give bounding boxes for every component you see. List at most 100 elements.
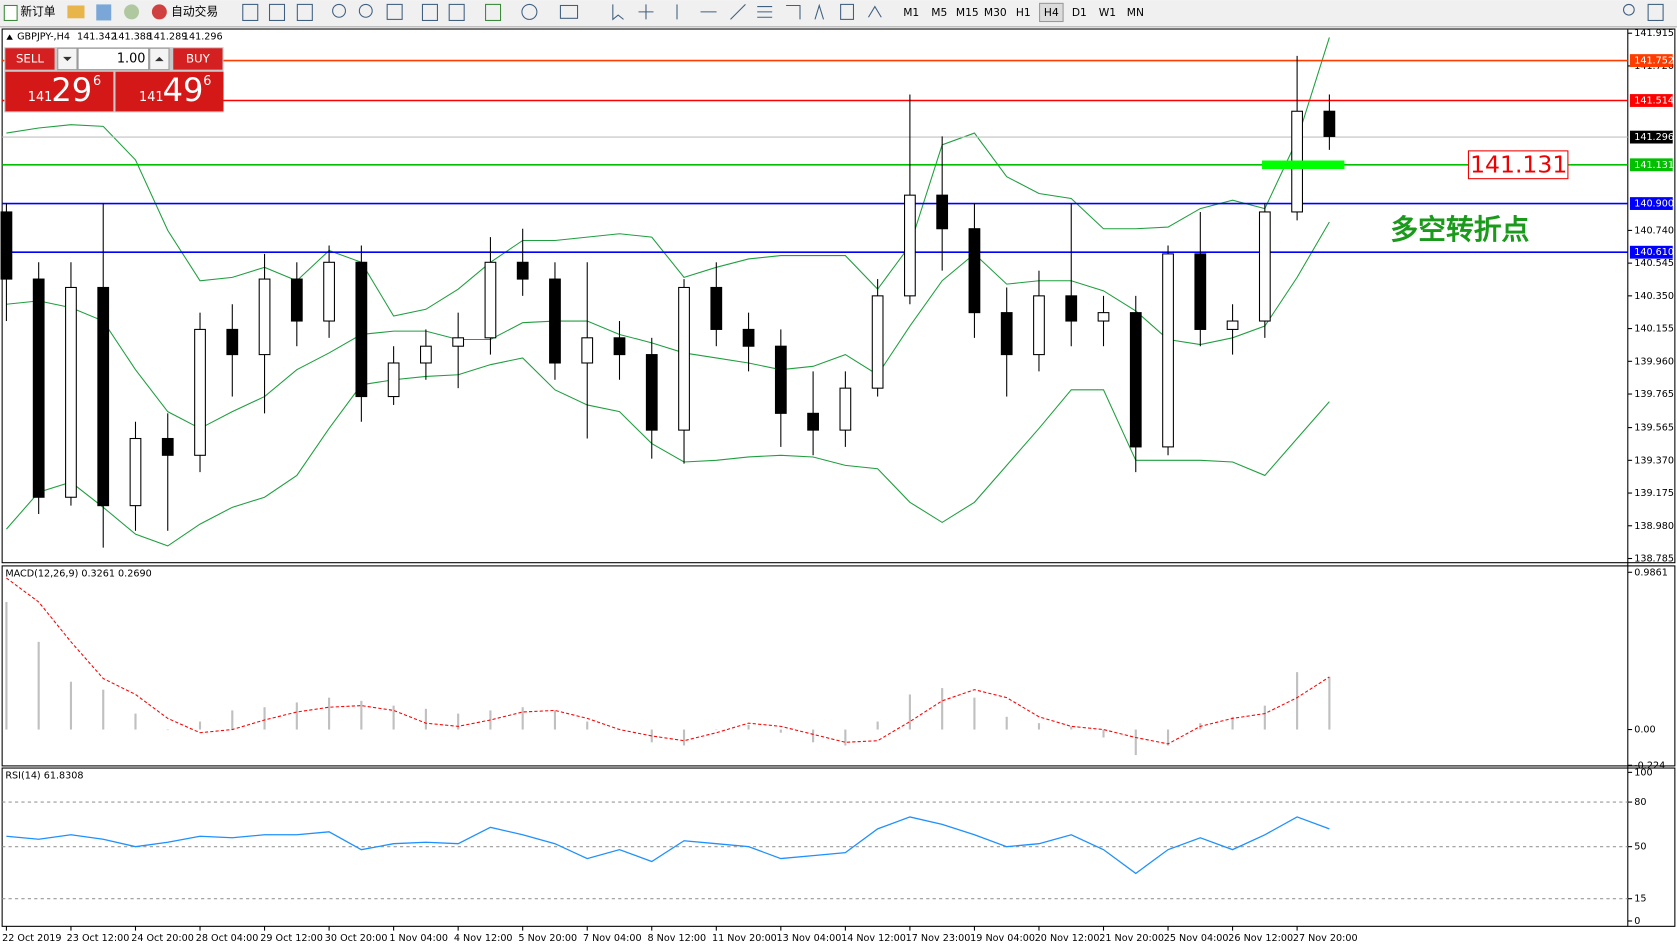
macd-bar	[973, 697, 976, 730]
icon[interactable]	[358, 3, 373, 18]
x-tick-label: 5 Nov 20:00	[518, 933, 577, 944]
label: BUY	[186, 51, 211, 65]
buy-button[interactable]: BUY	[173, 48, 223, 70]
icon[interactable]	[448, 3, 465, 21]
y-tick-label: 140.545	[1634, 258, 1674, 269]
icon[interactable]	[421, 3, 438, 21]
fraction: 6	[93, 74, 101, 89]
x-tick-label: 14 Nov 12:00	[841, 933, 906, 944]
icon[interactable]	[332, 3, 346, 18]
y-tick-label: 50	[1634, 842, 1646, 853]
x-tick-label: 29 Oct 12:00	[260, 933, 323, 944]
y-tick-label: 140.350	[1634, 291, 1674, 302]
candle-body	[968, 228, 981, 314]
candle-body	[1065, 295, 1078, 322]
icon[interactable]	[612, 4, 624, 21]
timeframe-button[interactable]: MN	[1127, 6, 1144, 19]
title-marker	[6, 34, 13, 40]
search-icon[interactable]	[1622, 3, 1635, 16]
header-value: 141.342	[77, 31, 117, 42]
y-tick-label: 140.155	[1634, 324, 1674, 335]
icon[interactable]	[730, 4, 746, 20]
candle-body	[452, 337, 465, 347]
x-tick-label: 25 Nov 04:00	[1164, 933, 1229, 944]
timeframe-button[interactable]: D1	[1072, 6, 1087, 19]
big-figure: 141	[28, 90, 52, 105]
y-tick-label: 139.370	[1634, 455, 1674, 466]
timeframe-button[interactable]: H1	[1016, 6, 1031, 19]
candle-body	[65, 286, 77, 498]
icon[interactable]	[638, 4, 654, 20]
x-tick-label: 11 Nov 20:00	[712, 933, 777, 944]
timeframe-button[interactable]: M5	[931, 6, 947, 19]
icon	[151, 4, 167, 20]
y-tick-label: 100	[1634, 767, 1652, 778]
icon[interactable]	[124, 4, 140, 20]
icon[interactable]	[268, 3, 286, 21]
annotation: 多空转折点	[1390, 213, 1529, 246]
rsi-line	[6, 816, 1330, 875]
icon[interactable]	[96, 4, 112, 21]
candle-body	[1129, 312, 1142, 448]
timeframe-button[interactable]: M30	[984, 6, 1007, 19]
sell-price[interactable]: 141 29 6	[5, 71, 114, 112]
one-click-trading: SELL 1.00 BUY 141 29 6 141 49 6	[4, 47, 224, 113]
macd-bar	[1231, 716, 1234, 730]
x-tick-label: 26 Nov 12:00	[1228, 933, 1293, 944]
timeframe-button[interactable]: H4	[1044, 6, 1059, 19]
candle-body	[0, 211, 13, 280]
macd-bar	[328, 697, 331, 730]
lot-value: 1.00	[117, 51, 146, 66]
timeframe-button[interactable]: M1	[903, 6, 919, 19]
candle-body	[645, 354, 658, 431]
x-tick-label: 27 Nov 20:00	[1293, 933, 1358, 944]
icon[interactable]	[559, 4, 579, 19]
icon[interactable]	[757, 6, 773, 18]
macd-panel-frame	[1, 565, 1676, 767]
icon[interactable]	[296, 3, 313, 21]
x-tick-label: 17 Nov 23:00	[906, 933, 971, 944]
candle-body	[936, 194, 949, 230]
icon[interactable]	[867, 5, 882, 18]
auto-trading-button[interactable]: 自动交易	[151, 4, 218, 20]
y-tick-label: 80	[1634, 797, 1646, 808]
icon[interactable]	[814, 3, 825, 20]
icon[interactable]	[242, 3, 259, 21]
chart-tools	[242, 3, 1664, 21]
x-tick-label: 28 Oct 04:00	[196, 933, 259, 944]
icon[interactable]	[67, 5, 85, 19]
candle-body	[1194, 253, 1207, 330]
macd-bar	[747, 724, 750, 730]
x-tick-label: 1 Nov 04:00	[389, 933, 448, 944]
timeframe-button[interactable]: W1	[1099, 6, 1116, 19]
candle-body	[129, 437, 142, 507]
annotation-box	[1467, 150, 1569, 180]
macd-bar	[1037, 723, 1041, 730]
x-tick-label: 30 Oct 20:00	[325, 933, 388, 944]
big-figure: 141	[139, 90, 164, 105]
macd-bar	[521, 707, 524, 730]
icon[interactable]	[786, 4, 801, 20]
price-label: 141.514	[1634, 96, 1674, 107]
y-tick-label: 139.175	[1634, 488, 1674, 499]
macd-bar	[779, 729, 782, 733]
icon[interactable]	[521, 3, 538, 20]
macd-bar	[876, 721, 879, 730]
sell-button[interactable]: SELL	[5, 48, 55, 70]
box	[115, 71, 224, 112]
macd-bar	[812, 729, 815, 743]
macd-bar	[1328, 676, 1331, 730]
candle-body	[871, 295, 884, 389]
icon[interactable]	[1647, 3, 1664, 21]
timeframe-bar: M1 M5 M15 M30 H1 H4 D1 W1 MN	[903, 2, 1144, 23]
icon[interactable]	[386, 3, 403, 20]
new-order-button[interactable]: 新订单	[3, 4, 56, 21]
price-label-box	[1629, 197, 1673, 210]
buy-price[interactable]: 141 49 6	[115, 71, 224, 112]
icon[interactable]	[485, 3, 502, 21]
icon[interactable]	[840, 3, 855, 20]
y-tick-label: 0.00	[1634, 725, 1655, 736]
lot-input[interactable]	[77, 47, 150, 71]
timeframe-button[interactable]: M15	[956, 6, 979, 19]
y-tick-label: 139.960	[1634, 356, 1674, 367]
